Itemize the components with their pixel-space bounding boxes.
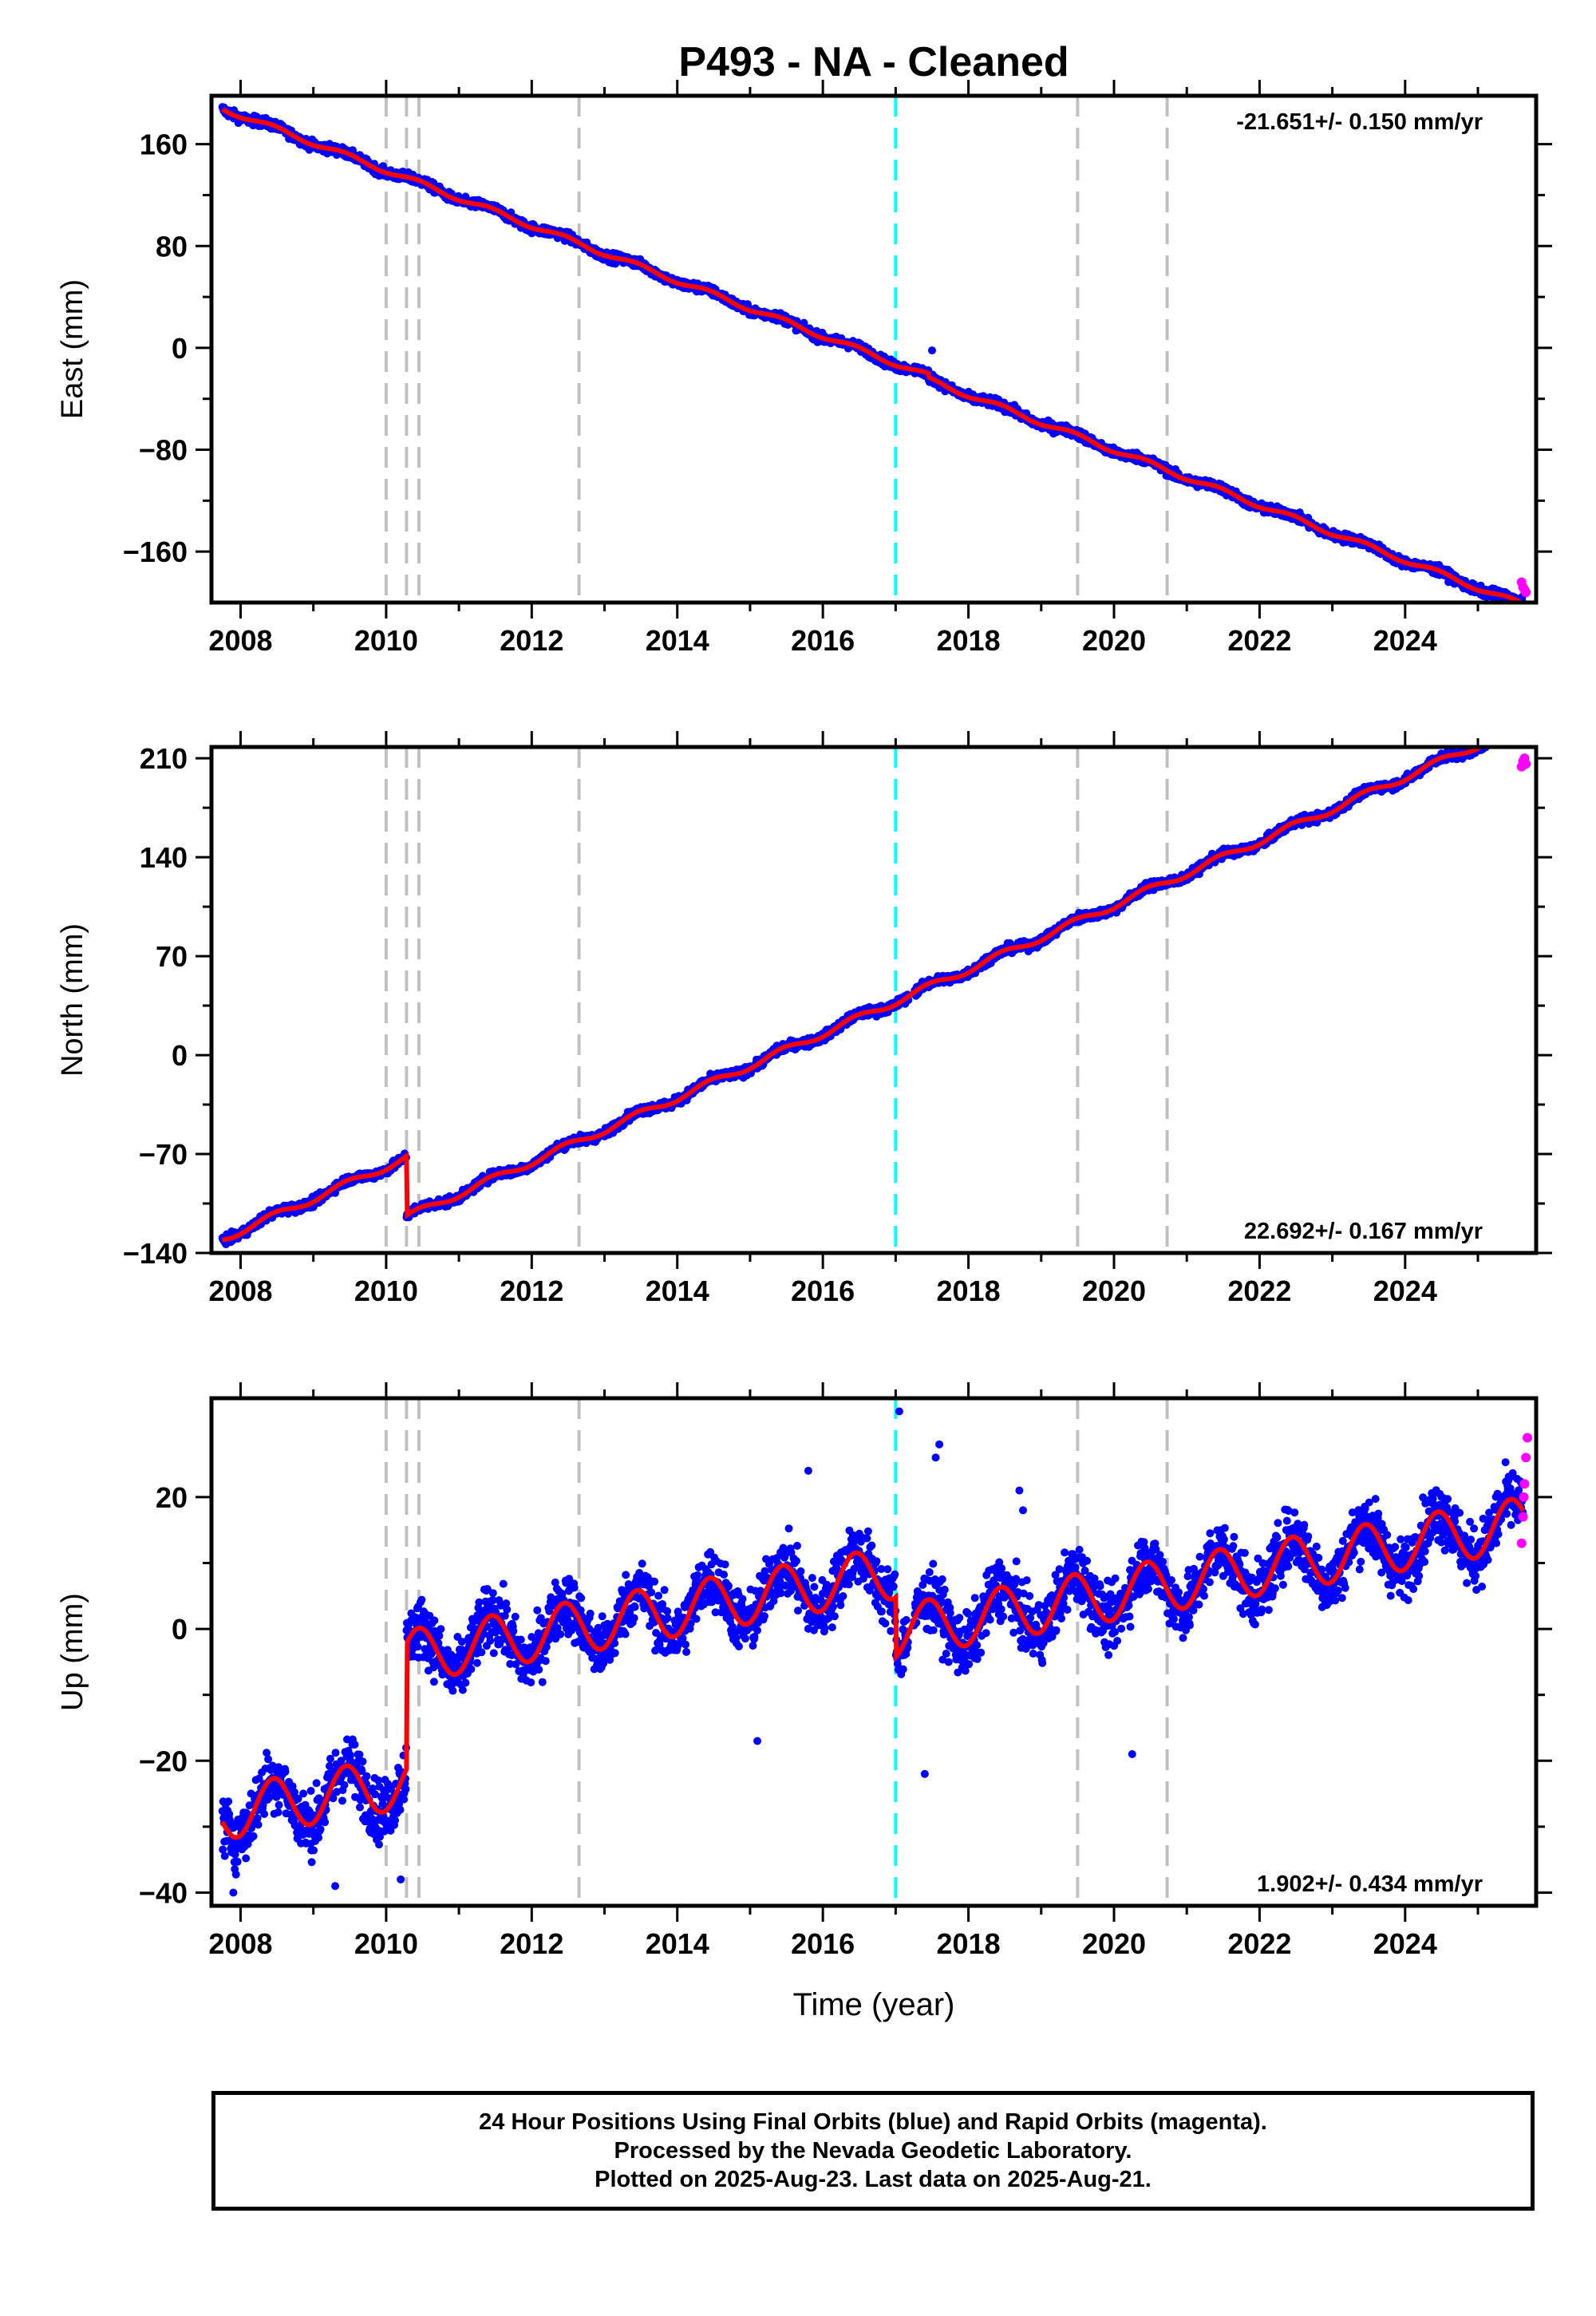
east-frame bbox=[209, 93, 1539, 605]
chart-title: P493 - NA - Cleaned bbox=[678, 39, 1069, 85]
east-y-tick-label: −80 bbox=[139, 434, 188, 467]
east-x-tick-label: 2014 bbox=[646, 624, 709, 657]
east-outlier-point bbox=[927, 346, 936, 355]
north-panel: 2008 2010 2012 2014 2016 2018 2020 2022 2024−140… bbox=[56, 731, 1552, 1307]
east-x-tick-label: 2008 bbox=[208, 624, 272, 657]
east-y-tick-label: −160 bbox=[123, 536, 188, 568]
panels: 2008 2010 2012 2014 2016 2018 2020 2022 2024 −160… bbox=[56, 80, 1552, 1960]
east-y-tick-label: 160 bbox=[140, 128, 188, 161]
north-plot-area bbox=[218, 747, 1531, 1253]
east-y-tick-label: 0 bbox=[172, 332, 188, 365]
east-x-tick-label: 2012 bbox=[500, 624, 563, 657]
east-x-tick-label: 2022 bbox=[1227, 624, 1291, 657]
north-final-points bbox=[218, 747, 1495, 1249]
east-x-tick-label: 2010 bbox=[354, 624, 418, 657]
east-rapid-point bbox=[1521, 587, 1531, 598]
east-x-tick-label: 2016 bbox=[791, 624, 855, 657]
east-x-tick-label: 2024 bbox=[1373, 624, 1437, 657]
east-y-tick-label: 80 bbox=[156, 230, 188, 263]
east-x-tick-label: 2018 bbox=[937, 624, 1001, 657]
east-panel: 2008 2010 2012 2014 2016 2018 2020 2022 2024 −160… bbox=[56, 80, 1552, 657]
east-model-curve bbox=[221, 107, 1525, 603]
east-plot-area bbox=[218, 96, 1531, 603]
east-rate-label: -21.651+/- 0.150 mm/yr bbox=[1236, 109, 1483, 135]
east-x-tick-label: 2020 bbox=[1082, 624, 1146, 657]
east-y-axis-label: East (mm) bbox=[56, 279, 89, 419]
